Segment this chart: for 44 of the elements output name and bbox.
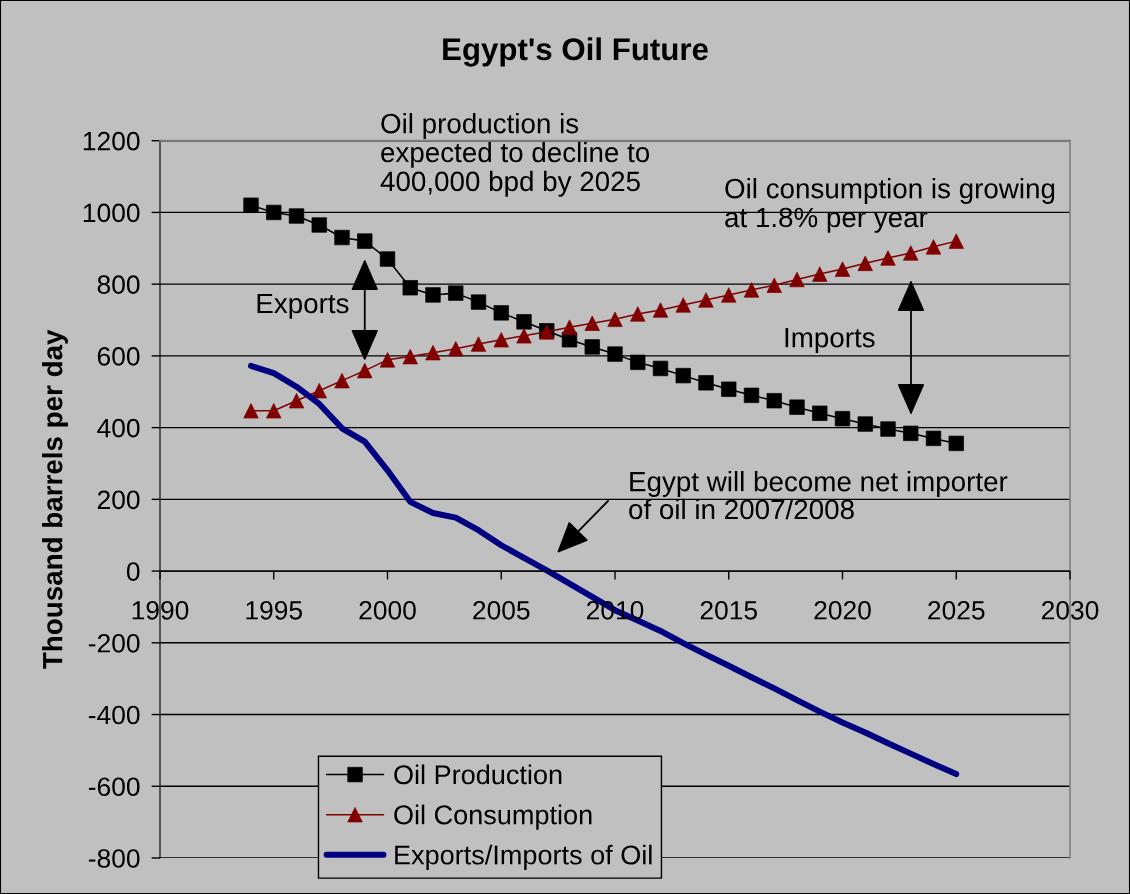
y-tick-label: 400 [97, 418, 140, 438]
point [266, 204, 282, 221]
y-axis-title: Thousand barrels per day [42, 329, 68, 669]
point [925, 430, 942, 447]
point [743, 387, 760, 403]
point [425, 345, 441, 361]
chart-title: Egypt's Oil Future [443, 37, 708, 67]
legend-label: Oil Production [394, 764, 562, 785]
point [311, 217, 327, 233]
point [812, 405, 828, 421]
annotation: Imports [785, 328, 875, 353]
y-tick-label: 200 [97, 490, 140, 510]
point [857, 416, 873, 432]
y-tick-label: 1200 [83, 131, 140, 151]
y-tick-label: 1000 [83, 203, 140, 223]
point [357, 233, 373, 249]
annotation: Egypt will become net importer of oil in 2007/2008 [629, 471, 1008, 520]
point [766, 277, 782, 293]
y-tick-label: -400 [88, 705, 140, 725]
point [675, 367, 691, 384]
x-tick-label: 2000 [359, 600, 416, 620]
legend-label: Oil Consumption [394, 804, 592, 830]
x-tick-label: 2030 [1041, 600, 1099, 620]
point [288, 208, 305, 224]
y-tick-label: 0 [126, 562, 140, 581]
y-tick-label: -800 [88, 849, 140, 868]
x-tick-label: 2025 [928, 600, 985, 620]
y-tick-label: 800 [97, 275, 140, 294]
point [698, 375, 714, 391]
point [334, 373, 350, 389]
y-tick-label: -200 [88, 633, 140, 653]
point [493, 305, 509, 321]
y-tick-label: -600 [88, 777, 140, 797]
point [470, 294, 487, 310]
x-tick-label: 2020 [814, 600, 871, 620]
x-tick-label: 1995 [246, 600, 302, 620]
point [334, 229, 350, 246]
point [789, 271, 805, 288]
x-tick-label: 2015 [700, 600, 757, 620]
legend-label: Exports/Imports of Oil [395, 844, 652, 870]
annotation: Oil production is expected to decline to 400,000 bpd by 2025 [380, 113, 650, 197]
annotation: Exports [257, 293, 349, 319]
y-tick-label: 600 [97, 347, 140, 366]
x-tick-label: 2005 [473, 600, 530, 620]
